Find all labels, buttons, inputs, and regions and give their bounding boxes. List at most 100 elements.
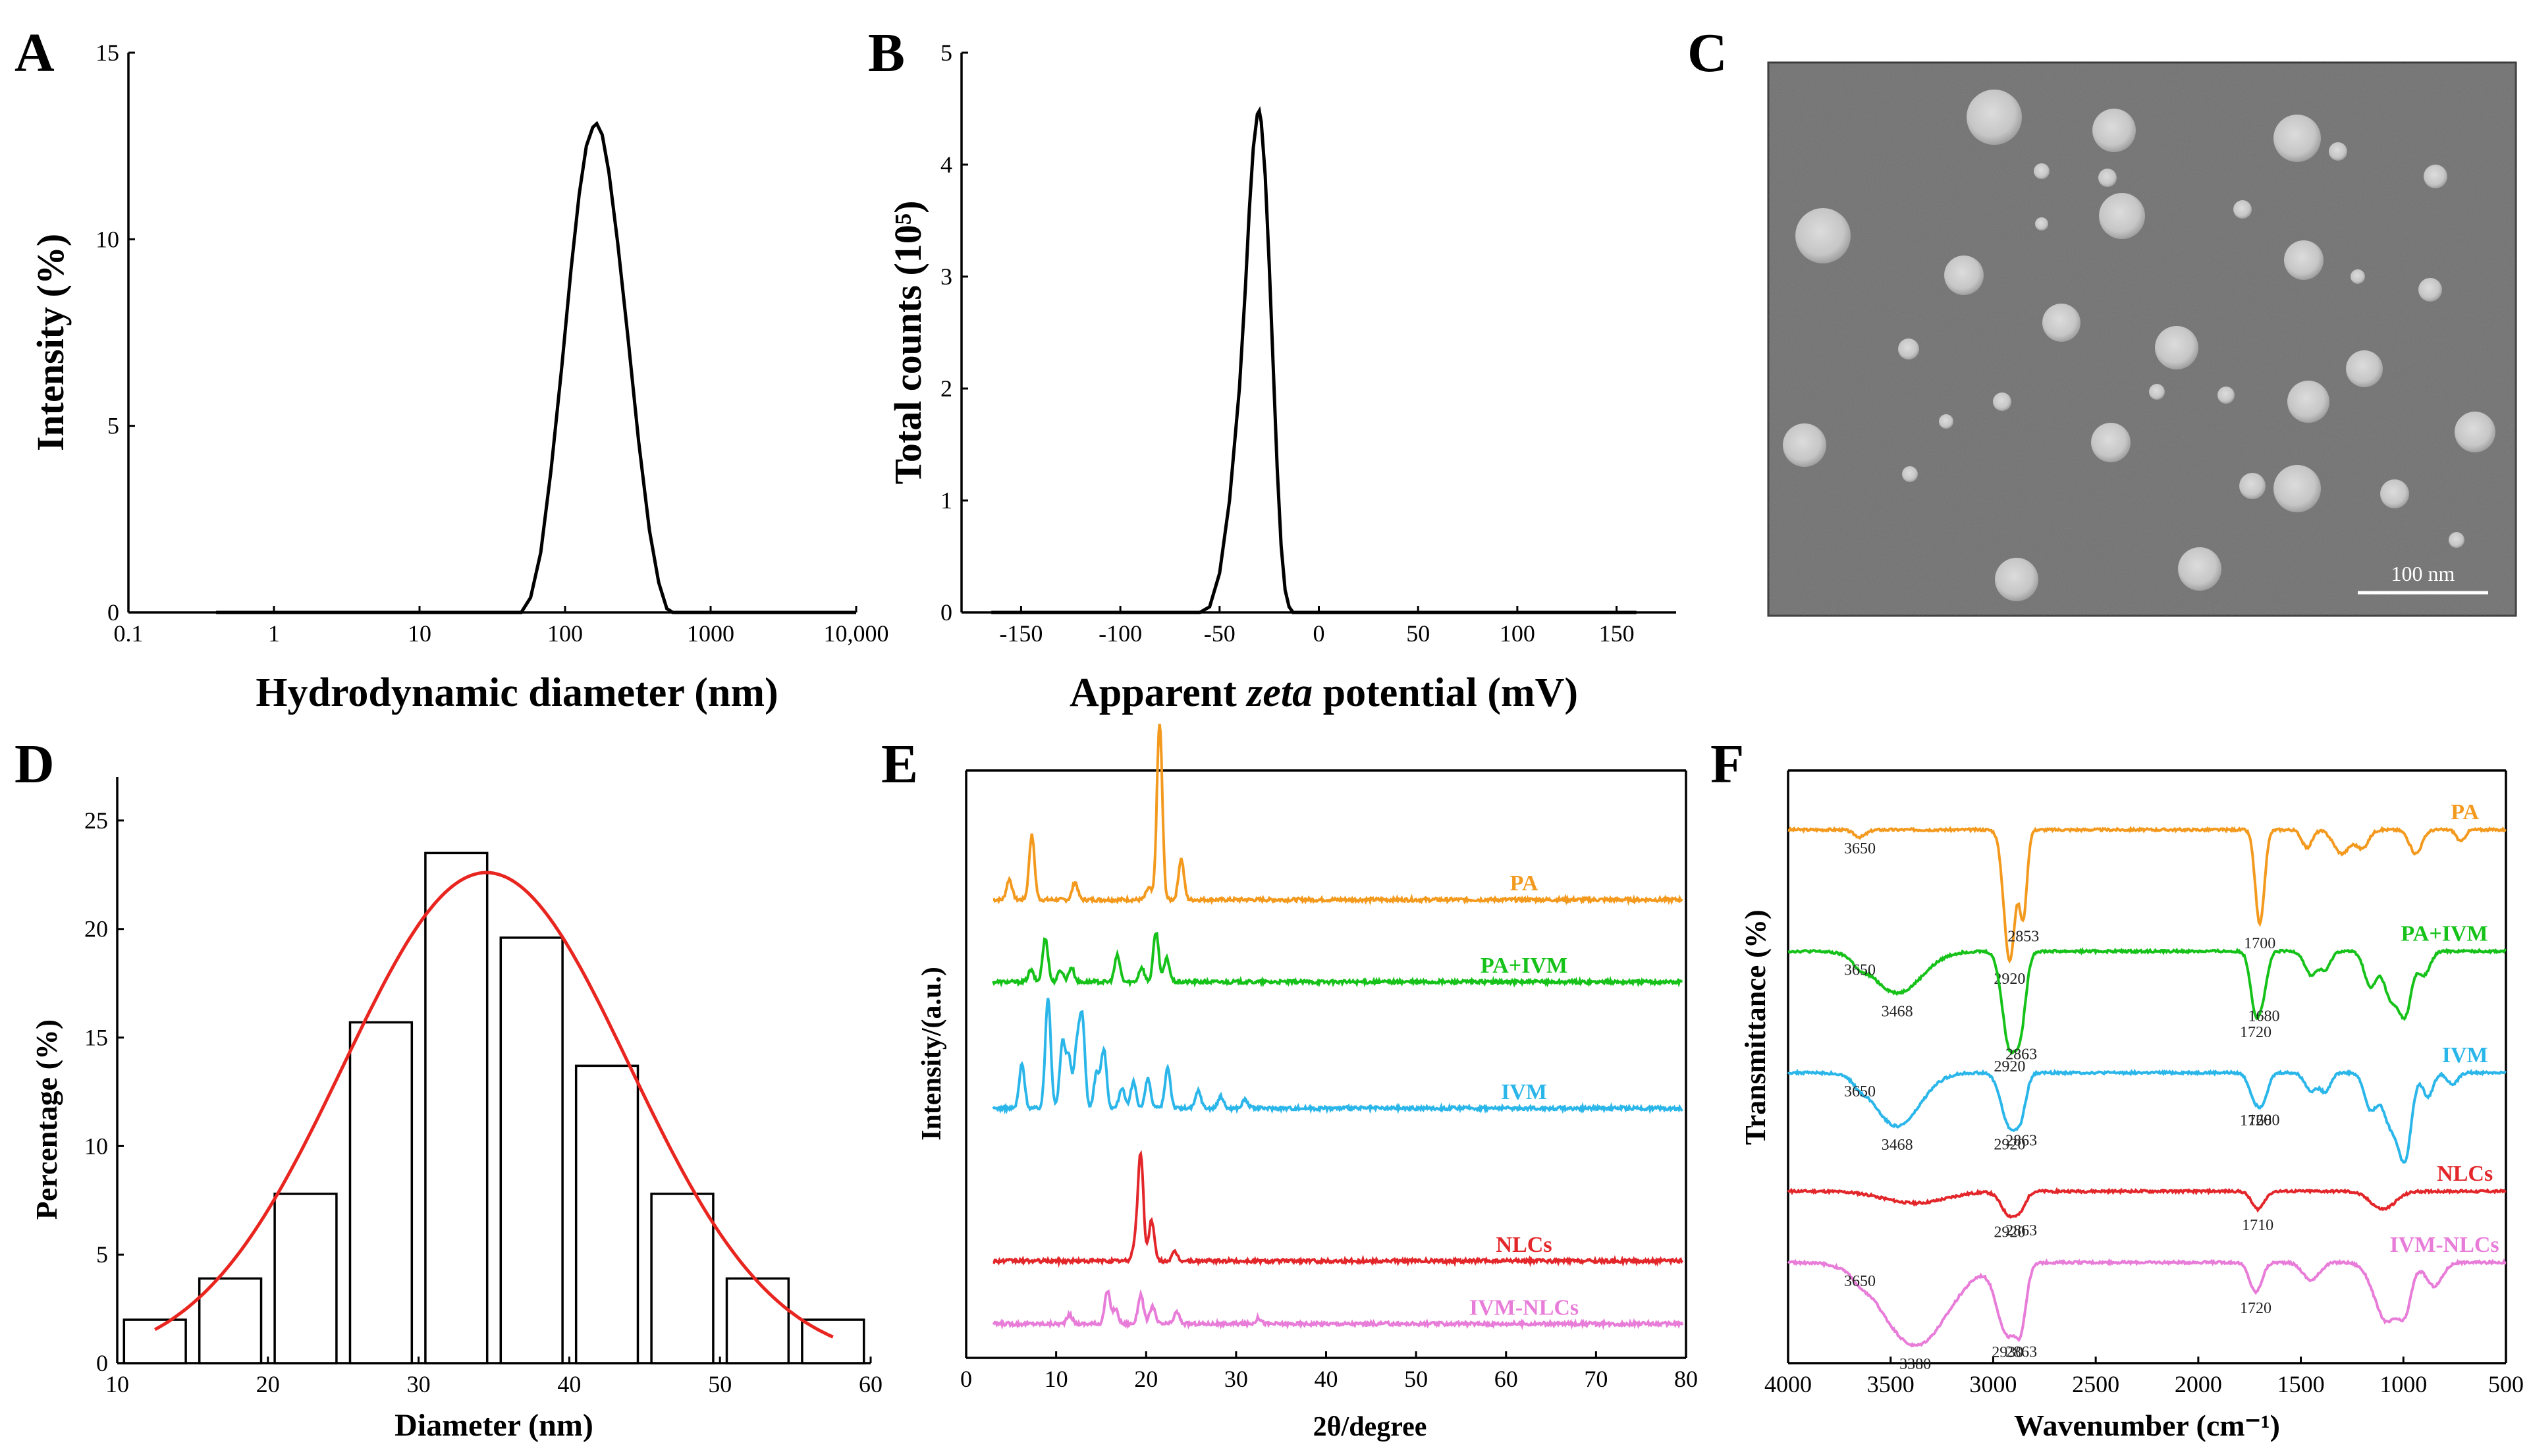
xrd-series-label: NLCs xyxy=(1496,1233,1552,1257)
panel-f-x-axis-title: Wavenumber (cm⁻¹) xyxy=(2014,1409,2280,1442)
panel-f-x-tick-label: 500 xyxy=(2488,1371,2524,1397)
panel-d-chart: 10 20 30 40 50 60 0 5 10 15 20 25 Diameter (nm) Per… xyxy=(30,777,883,1443)
panel-d-ticks: 10 20 30 40 50 60 0 5 10 15 20 25 xyxy=(84,777,883,1397)
panel-a-x-axis-title: Hydrodynamic diameter (nm) xyxy=(256,670,778,715)
ftir-peak-label: 2863 xyxy=(2005,1344,2037,1361)
panel-e-series: PA PA+IVM IVM NLCs IVM-NLCs xyxy=(992,723,1684,1330)
nanoparticle xyxy=(1967,90,2022,145)
panel-e-x-tick-label: 80 xyxy=(1674,1366,1698,1392)
ftir-peak-label: 3650 xyxy=(1844,1273,1876,1290)
ftir-peak-label: 1680 xyxy=(2248,1112,2280,1129)
panel-b-y-tick-label: 1 xyxy=(940,487,952,514)
ftir-peak-label: 3650 xyxy=(1844,962,1876,979)
nanoparticle xyxy=(2042,304,2080,342)
nanoparticle xyxy=(2287,381,2329,423)
ftir-trace xyxy=(1787,947,2507,1055)
nanoparticle xyxy=(2178,547,2221,591)
ftir-peak-label: 2930 xyxy=(1992,1344,2023,1361)
panel-b-x-tick-label: 50 xyxy=(1406,620,1430,647)
ftir-peak-label: 1720 xyxy=(2240,1300,2271,1317)
nanoparticle xyxy=(2380,479,2409,508)
panel-b-x-tick-label: 100 xyxy=(1500,620,1535,647)
panel-b-y-tick-label: 5 xyxy=(940,40,952,66)
ftir-peak-label: 2863 xyxy=(2005,1132,2037,1149)
nanoparticle xyxy=(2217,387,2235,404)
nanoparticle xyxy=(1995,558,2038,601)
panel-d-bars xyxy=(122,851,865,1364)
panel-b-x-axis-title: Apparent zeta potential (mV) xyxy=(1070,670,1578,715)
xrd-trace xyxy=(993,723,1683,906)
nanoparticle xyxy=(1944,256,1984,295)
nanoparticle xyxy=(2239,473,2266,499)
ftir-peak-label: 2920 xyxy=(1994,1058,2025,1075)
nanoparticle xyxy=(2346,350,2383,387)
histogram-bar xyxy=(574,1064,639,1364)
nanoparticle xyxy=(2351,269,2365,284)
panel-e-x-tick-label: 50 xyxy=(1404,1366,1428,1392)
ftir-peak-label: 1710 xyxy=(2242,1217,2273,1234)
panel-b-x-title-zeta: zeta xyxy=(1245,670,1313,715)
nanoparticle xyxy=(2329,142,2347,161)
histogram-bar xyxy=(122,1318,187,1364)
nanoparticle xyxy=(2092,109,2136,152)
histogram-bar xyxy=(725,1277,790,1364)
panel-e-x-tick-label: 70 xyxy=(1584,1366,1608,1392)
nanoparticle xyxy=(2155,326,2198,369)
panel-b-y-tick-label: 3 xyxy=(940,263,952,290)
panel-d-gaussian-fit-curve xyxy=(153,871,834,1339)
panel-a-y-axis-title: Intensity (%) xyxy=(29,234,72,451)
panel-e-x-axis-title: 2θ/degree xyxy=(1313,1412,1427,1442)
nanoparticle xyxy=(2273,115,2321,162)
panel-e-ticks: 0 10 20 30 40 50 60 70 80 xyxy=(960,769,1698,1392)
panel-d-y-tick-label: 25 xyxy=(84,807,108,834)
panel-a-x-tick-label: 1000 xyxy=(687,620,734,647)
ftir-peak-label: 2920 xyxy=(1994,1136,2025,1153)
panel-a-x-tick-label: 1 xyxy=(268,620,280,647)
ftir-peak-label: 2853 xyxy=(2007,928,2039,945)
scale-bar-label: 100 nm xyxy=(2391,562,2455,585)
nanoparticle xyxy=(1993,392,2011,411)
nanoparticle xyxy=(2035,217,2048,230)
panel-f-x-tick-label: 3000 xyxy=(1969,1371,2017,1397)
panel-d-x-axis-title: Diameter (nm) xyxy=(394,1408,593,1443)
panel-e-x-tick-label: 10 xyxy=(1045,1366,1068,1392)
panel-b-ticks: -150 -100 -50 0 50 100 150 0 1 2 3 4 5 xyxy=(940,40,1676,647)
panel-d-x-tick-label: 40 xyxy=(557,1371,581,1397)
nanoparticle xyxy=(1783,423,1826,467)
nanoparticle xyxy=(1902,466,1918,482)
ftir-peak-label: 1720 xyxy=(2240,1024,2271,1041)
histogram-bar xyxy=(801,1318,865,1364)
nanoparticle xyxy=(2424,165,2447,188)
panel-b-zeta-curve xyxy=(991,106,1637,614)
ftir-series-label: PA xyxy=(2451,800,2479,824)
nanoparticle xyxy=(2034,163,2050,179)
nanoparticle xyxy=(2284,240,2324,280)
panel-d-y-tick-label: 20 xyxy=(84,916,108,942)
xrd-trace xyxy=(992,1289,1684,1330)
panel-f-x-tick-label: 4000 xyxy=(1764,1371,1812,1397)
panel-a-y-tick-label: 5 xyxy=(107,413,119,439)
ftir-series-label: NLCs xyxy=(2437,1162,2493,1186)
panel-f-y-axis-title: Transmittance (%) xyxy=(1739,909,1772,1145)
ftir-peak-label: 3380 xyxy=(1899,1356,1931,1373)
panel-letter-d: D xyxy=(14,734,55,795)
nanoparticle xyxy=(2273,465,2321,512)
panel-d-y-axis-title: Percentage (%) xyxy=(30,1019,63,1220)
panel-f-chart: 4000 3500 3000 2500 2000 1500 1000 500 PA 3650 29… xyxy=(1739,769,2524,1442)
panel-f-ticks: 4000 3500 3000 2500 2000 1500 1000 500 xyxy=(1764,769,2524,1397)
panel-d-x-tick-label: 30 xyxy=(407,1371,431,1397)
panel-e-x-tick-label: 40 xyxy=(1315,1366,1338,1392)
ftir-series-label: IVM xyxy=(2442,1043,2488,1067)
panel-a-y-tick-label: 0 xyxy=(107,599,119,626)
panel-b-x-tick-label: -100 xyxy=(1099,620,1142,647)
panel-b-y-axis-title: Total counts (10⁵) xyxy=(886,201,929,485)
panel-a-chart: 0.1 1 10 100 1000 10,000 0 5 10 15 Hydrodynamic d… xyxy=(29,40,889,715)
micrograph-particles xyxy=(1783,90,2495,601)
ftir-peak-label: 3650 xyxy=(1844,840,1876,857)
panel-f-x-tick-label: 1500 xyxy=(2277,1371,2325,1397)
histogram-bar xyxy=(650,1193,715,1364)
xrd-series-label: PA xyxy=(1510,871,1538,896)
panel-d-x-tick-label: 50 xyxy=(708,1371,732,1397)
panel-letter-e: E xyxy=(881,734,918,795)
ftir-peak-label: 3468 xyxy=(1882,1137,1913,1154)
